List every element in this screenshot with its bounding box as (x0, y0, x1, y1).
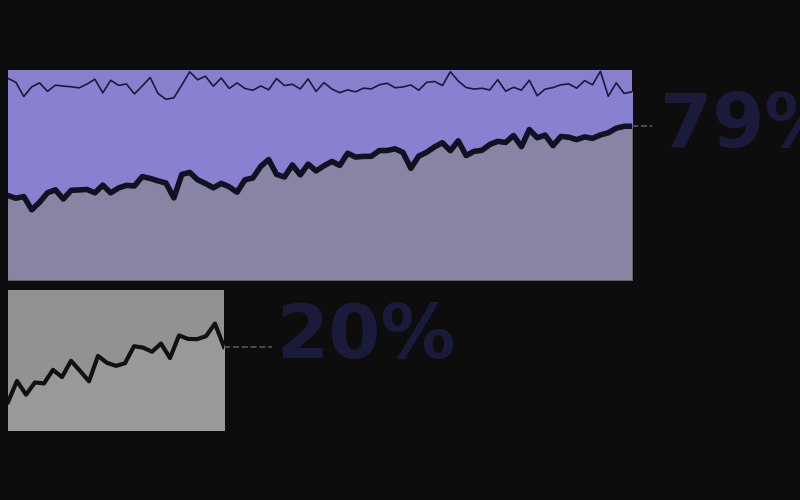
Text: 79%: 79% (660, 90, 800, 162)
Text: 20%: 20% (276, 300, 455, 374)
